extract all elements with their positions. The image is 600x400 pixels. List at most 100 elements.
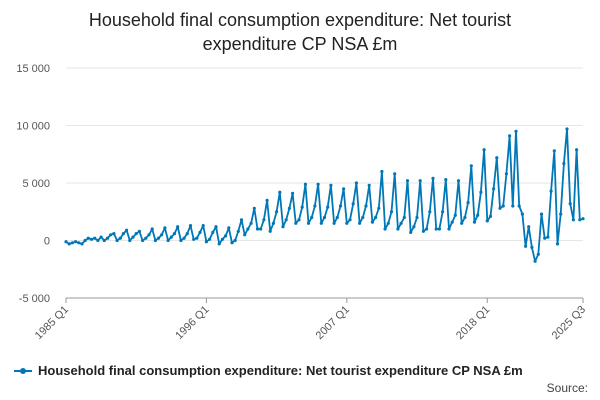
chart-title-line-1: Household final consumption expenditure:… <box>88 10 512 30</box>
data-point <box>64 240 68 244</box>
data-point <box>533 259 537 263</box>
data-point <box>195 236 199 240</box>
data-point <box>444 178 448 182</box>
legend-series-swatch <box>14 366 32 376</box>
data-point <box>543 236 547 240</box>
data-point <box>204 240 208 244</box>
data-point <box>418 179 422 183</box>
data-point <box>271 221 275 225</box>
data-point <box>399 221 403 225</box>
data-point <box>370 220 374 224</box>
data-point <box>109 233 113 237</box>
data-point <box>102 238 106 243</box>
data-point <box>291 191 295 195</box>
data-point <box>354 181 358 185</box>
data-point <box>361 215 365 220</box>
data-point <box>208 237 212 241</box>
data-point <box>374 215 378 220</box>
data-point <box>479 190 483 194</box>
data-point <box>176 225 180 229</box>
data-point <box>549 189 553 193</box>
data-point <box>319 221 323 225</box>
data-point <box>453 213 457 217</box>
data-point <box>310 215 314 220</box>
y-tick-label: 15 000 <box>16 63 50 75</box>
data-point <box>524 244 528 248</box>
data-point <box>332 221 336 225</box>
chart-title-line-2: expenditure CP NSA £m <box>202 34 398 54</box>
data-point <box>297 218 301 222</box>
data-point <box>380 169 384 174</box>
y-tick-label: 0 <box>44 236 50 248</box>
data-point <box>482 148 486 152</box>
data-point <box>259 227 263 231</box>
data-point <box>131 235 135 239</box>
data-point <box>128 238 132 243</box>
data-point <box>495 156 499 160</box>
x-tick-label: 1985 Q1 <box>33 304 71 342</box>
data-point <box>456 179 461 183</box>
data-point <box>488 214 493 218</box>
data-point <box>530 245 534 249</box>
data-point <box>112 232 116 236</box>
data-point <box>428 210 432 214</box>
data-point <box>67 242 71 246</box>
data-point <box>514 129 518 133</box>
data-point <box>217 242 221 246</box>
data-point <box>227 226 231 230</box>
y-tick-label: 10 000 <box>16 121 50 133</box>
chart-title: Household final consumption expenditure:… <box>0 8 600 56</box>
data-point <box>303 182 307 186</box>
data-point <box>472 220 477 224</box>
data-point <box>169 235 173 239</box>
data-point <box>546 235 550 239</box>
data-point <box>338 204 343 208</box>
data-point <box>571 218 576 222</box>
data-point <box>220 237 224 241</box>
data-point <box>125 228 129 232</box>
data-point <box>211 230 215 234</box>
data-point <box>118 236 122 240</box>
source-label: Source: <box>546 381 588 395</box>
data-point <box>351 202 355 206</box>
data-point <box>565 127 569 131</box>
data-point <box>294 221 298 225</box>
x-tick-label: 2025 Q3 <box>550 304 588 342</box>
data-point <box>508 134 512 138</box>
data-point <box>80 242 84 246</box>
x-tick-label: 2007 Q1 <box>314 304 352 342</box>
data-point <box>539 212 544 216</box>
data-point <box>431 176 435 180</box>
legend-series-label: Household final consumption expenditure:… <box>38 363 523 378</box>
y-tick-label: 5 000 <box>22 178 50 190</box>
chart-legend[interactable]: Household final consumption expenditure:… <box>14 363 594 378</box>
data-point <box>201 224 205 228</box>
data-point <box>329 183 333 187</box>
x-tick-label: 2018 Q1 <box>454 304 492 342</box>
data-point <box>262 218 266 222</box>
data-point <box>147 233 151 237</box>
data-point <box>504 172 508 176</box>
data-point <box>412 225 416 229</box>
data-point <box>492 187 496 191</box>
data-point <box>517 204 521 208</box>
data-point <box>153 238 157 243</box>
data-point <box>150 227 154 231</box>
data-point <box>96 238 100 243</box>
data-point <box>224 234 228 238</box>
data-point <box>437 227 441 231</box>
data-point <box>358 221 362 225</box>
data-point <box>345 221 349 225</box>
data-point <box>562 161 566 166</box>
data-point <box>316 182 320 186</box>
data-point <box>581 217 585 221</box>
data-point <box>396 227 400 231</box>
data-point <box>425 227 429 231</box>
data-point <box>559 212 563 216</box>
data-point <box>252 206 256 210</box>
data-point <box>99 235 103 239</box>
data-point <box>230 241 234 245</box>
data-point <box>284 218 288 222</box>
data-point <box>121 232 125 236</box>
